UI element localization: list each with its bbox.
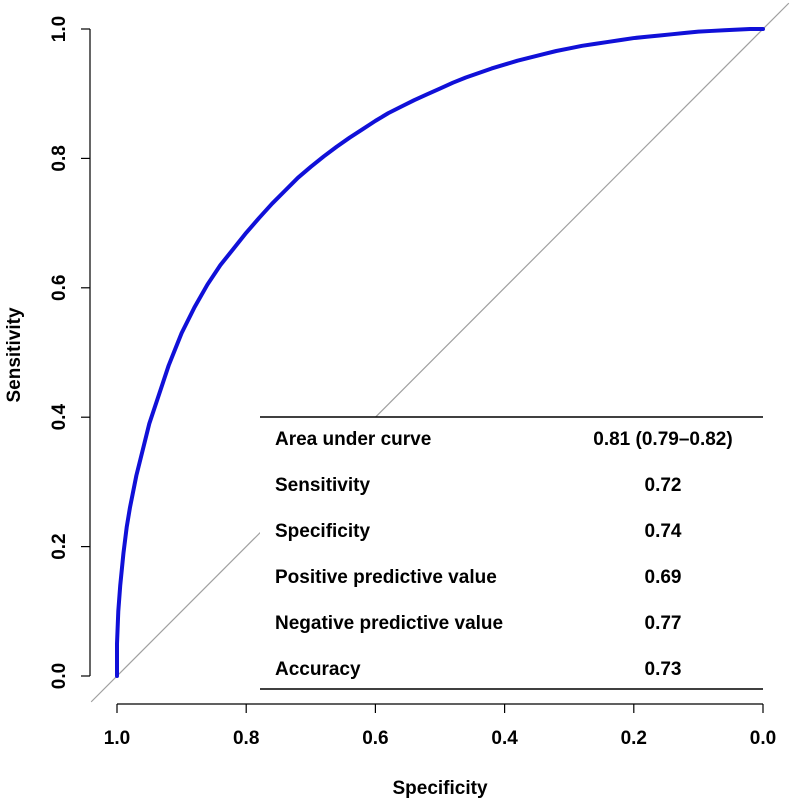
x-tick-label-4: 0.2 (621, 728, 647, 749)
reference-diagonal-line (90, 2, 790, 703)
y-tick-label-0: 0.0 (49, 663, 70, 689)
x-tick-label-0: 1.0 (104, 728, 130, 749)
y-tick-label-5: 1.0 (49, 16, 70, 42)
y-tick-label-2: 0.4 (49, 404, 70, 431)
x-axis: 1.0 0.8 0.6 0.4 0.2 0.0 (104, 703, 776, 749)
stats-row-value-0: 0.81 (0.79–0.82) (593, 429, 732, 450)
y-tick-label-4: 0.8 (49, 145, 70, 171)
stats-row-label-0: Area under curve (275, 429, 431, 450)
x-tick-label-2: 0.6 (362, 728, 388, 749)
stats-row-value-5: 0.73 (645, 659, 682, 680)
stats-row-label-5: Accuracy (275, 659, 361, 680)
stats-row-label-1: Sensitivity (275, 475, 370, 496)
x-tick-label-5: 0.0 (750, 728, 776, 749)
stats-row-value-1: 0.72 (645, 475, 682, 496)
x-tick-label-1: 0.8 (233, 728, 259, 749)
stats-row-label-2: Specificity (275, 521, 370, 542)
stats-table-background (260, 417, 763, 689)
stats-row-value-3: 0.69 (645, 567, 682, 588)
stats-row-value-4: 0.77 (645, 613, 682, 634)
x-tick-label-3: 0.4 (491, 728, 518, 749)
stats-row-label-4: Negative predictive value (275, 613, 503, 634)
stats-row-label-3: Positive predictive value (275, 567, 497, 588)
x-axis-title: Specificity (392, 778, 487, 799)
y-tick-label-1: 0.2 (49, 533, 70, 559)
roc-curve-line-0 (115, 27, 765, 678)
stats-table: Area under curve 0.81 (0.79–0.82) Sensitiv… (260, 416, 763, 690)
stats-row-value-2: 0.74 (645, 521, 682, 542)
y-axis-title: Sensitivity (4, 307, 25, 402)
reference-diagonal-layer (90, 2, 790, 703)
y-axis: 0.0 0.2 0.4 0.6 0.8 1.0 (49, 16, 91, 689)
y-tick-label-3: 0.6 (49, 275, 70, 301)
roc-curve-layer (115, 27, 765, 678)
stats-rows: Area under curve 0.81 (0.79–0.82) Sensitiv… (275, 429, 733, 680)
